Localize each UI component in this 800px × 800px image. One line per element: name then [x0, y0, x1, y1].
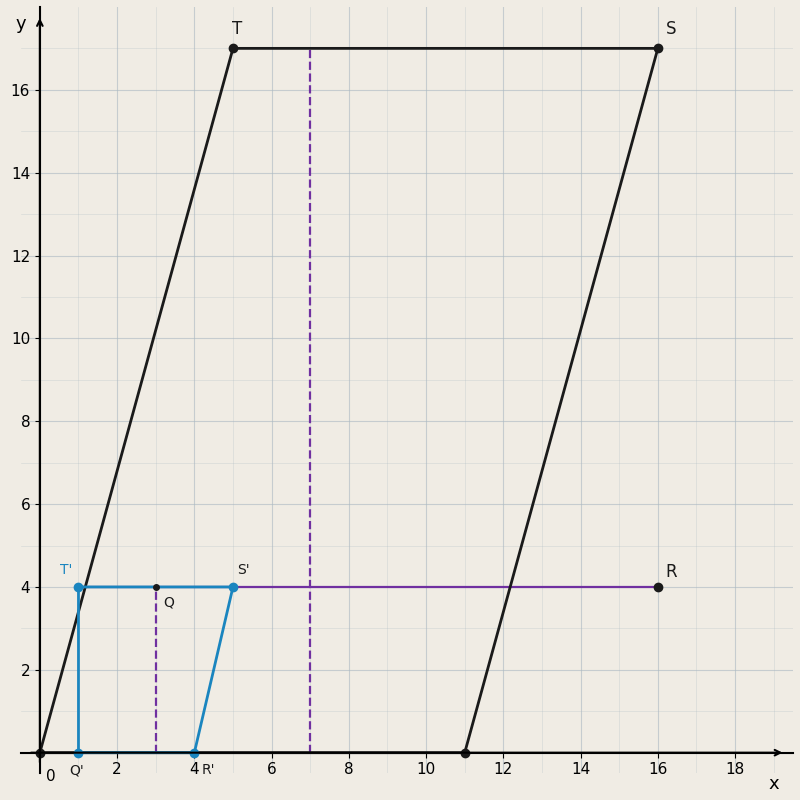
Text: R: R: [666, 562, 678, 581]
Text: S: S: [666, 20, 676, 38]
Text: x: x: [769, 775, 779, 794]
Text: R': R': [202, 763, 215, 777]
Text: Q: Q: [163, 595, 174, 610]
Text: y: y: [16, 14, 26, 33]
Text: 0: 0: [46, 770, 55, 784]
Text: Q': Q': [69, 763, 84, 777]
Text: T: T: [232, 20, 242, 38]
Text: T': T': [60, 562, 73, 577]
Text: S': S': [237, 562, 250, 577]
